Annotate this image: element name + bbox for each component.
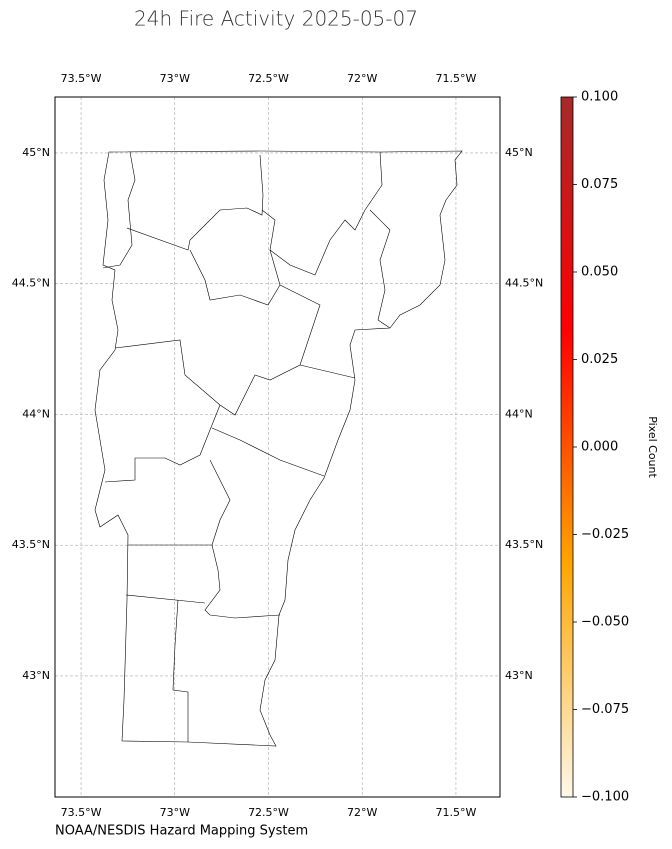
county-lines [102, 151, 391, 742]
colorbar-label: Pixel Count [646, 416, 659, 478]
x-tick-label: 72.5°W [248, 72, 289, 85]
x-tick-label: 71.5°W [436, 806, 477, 819]
y-tick-label: 44°N [22, 407, 50, 420]
y-tick-label: 43°N [505, 669, 533, 682]
map-title: 24h Fire Activity 2025-05-07 [134, 7, 418, 31]
colorbar-tick-label: 0.000 [581, 440, 618, 455]
y-tick-label: 43.5°N [505, 538, 543, 551]
y-tick-label: 43°N [22, 669, 50, 682]
colorbar-tick-label: −0.025 [581, 527, 629, 542]
y-tick-label: 43.5°N [12, 538, 50, 551]
colorbar-tick-label: −0.100 [581, 790, 629, 805]
state-outline [94, 150, 463, 747]
x-tick-label: 72°W [347, 806, 377, 819]
y-tick-label: 45°N [22, 146, 50, 159]
x-tick-label: 73°W [160, 72, 190, 85]
colorbar-tick-label: 0.075 [581, 177, 618, 192]
map-frame [54, 96, 501, 798]
colorbar-tick-label: 0.050 [581, 265, 618, 280]
x-tick-label: 73°W [160, 806, 190, 819]
x-tick-label: 72°W [347, 72, 377, 85]
source-note: NOAA/NESDIS Hazard Mapping System [55, 824, 308, 839]
x-tick-label: 72.5°W [248, 806, 289, 819]
y-tick-label: 44.5°N [12, 277, 50, 290]
state-map [94, 150, 463, 747]
y-tick-label: 44.5°N [505, 277, 543, 290]
x-tick-label: 73.5°W [61, 806, 102, 819]
y-tick-label: 44°N [505, 407, 533, 420]
colorbar-tick-label: 0.100 [581, 90, 618, 105]
x-tick-label: 71.5°W [436, 72, 477, 85]
x-tick-label: 73.5°W [61, 72, 102, 85]
colorbar-tick-label: −0.075 [581, 702, 629, 717]
y-tick-label: 45°N [505, 146, 533, 159]
colorbar [560, 96, 574, 798]
colorbar-tick-label: 0.025 [581, 352, 618, 367]
colorbar-tick-label: −0.050 [581, 615, 629, 630]
